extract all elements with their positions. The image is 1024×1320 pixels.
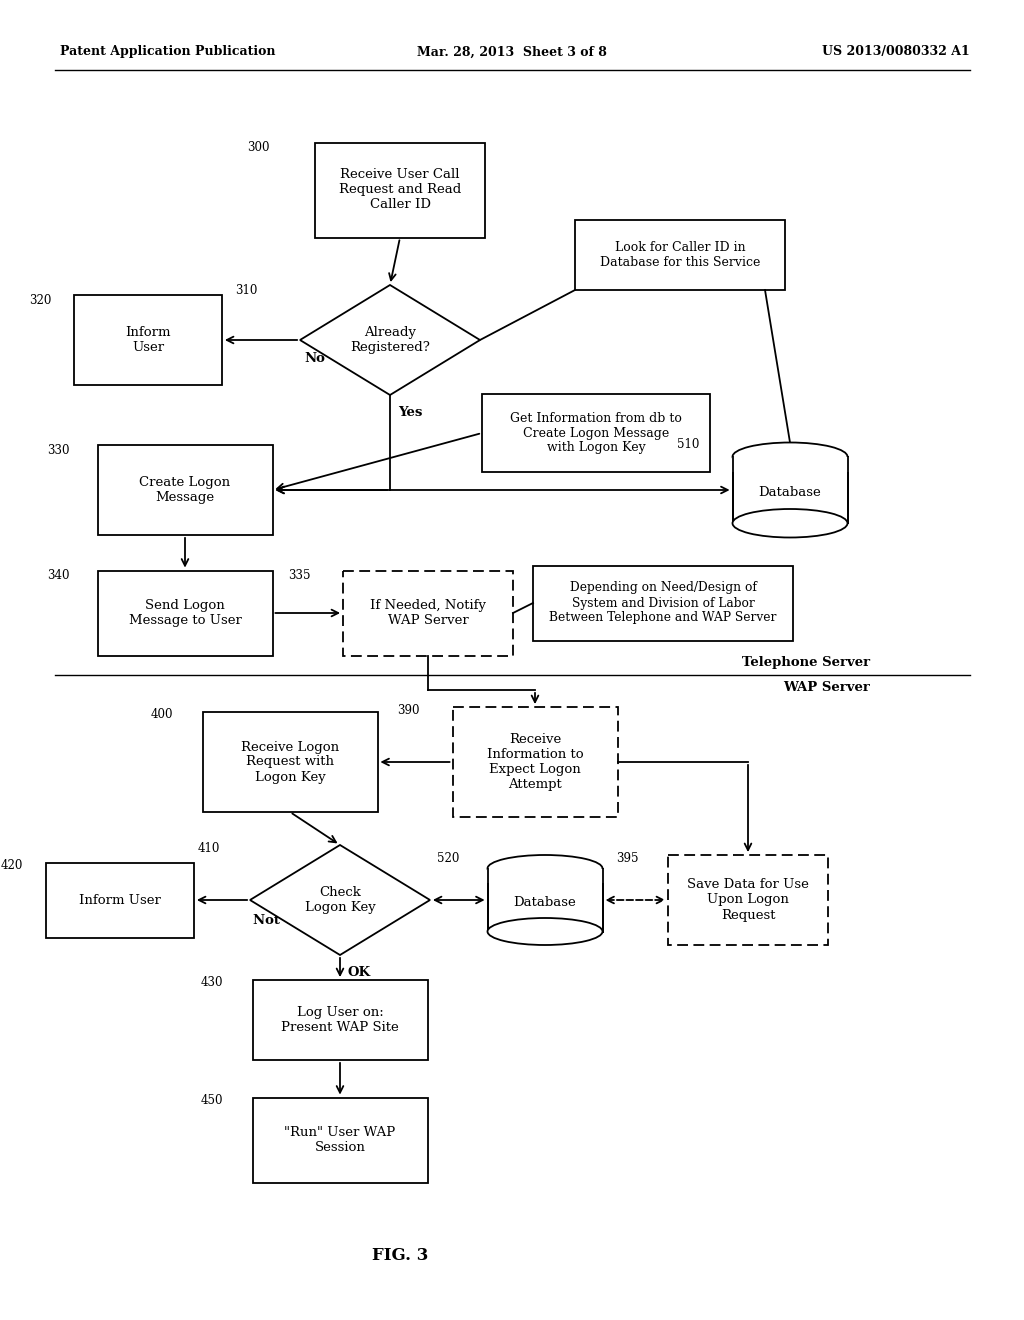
Text: Inform
User: Inform User (125, 326, 171, 354)
Text: 510: 510 (678, 438, 699, 451)
Text: If Needed, Notify
WAP Server: If Needed, Notify WAP Server (370, 599, 486, 627)
Text: Look for Caller ID in
Database for this Service: Look for Caller ID in Database for this … (600, 242, 760, 269)
Ellipse shape (487, 855, 602, 882)
Text: 450: 450 (201, 1094, 223, 1107)
Text: Receive
Information to
Expect Logon
Attempt: Receive Information to Expect Logon Atte… (486, 733, 584, 791)
Text: 420: 420 (1, 859, 24, 873)
Text: 310: 310 (234, 284, 257, 297)
Bar (74, 294, 222, 385)
Bar (486, 869, 603, 883)
Text: 410: 410 (198, 842, 220, 854)
Text: Get Information from db to
Create Logon Message
with Logon Key: Get Information from db to Create Logon … (510, 412, 682, 454)
Text: US 2013/0080332 A1: US 2013/0080332 A1 (822, 45, 970, 58)
Text: Receive User Call
Request and Read
Caller ID: Receive User Call Request and Read Calle… (339, 169, 461, 211)
Bar (482, 393, 710, 473)
Text: Mar. 28, 2013  Sheet 3 of 8: Mar. 28, 2013 Sheet 3 of 8 (417, 45, 607, 58)
Text: Check
Logon Key: Check Logon Key (304, 886, 376, 913)
Text: Database: Database (759, 486, 821, 499)
Bar (46, 862, 194, 937)
Text: Telephone Server: Telephone Server (741, 656, 870, 669)
Ellipse shape (487, 917, 602, 945)
Text: WAP Server: WAP Server (783, 681, 870, 694)
Text: 390: 390 (397, 704, 420, 717)
Text: 520: 520 (437, 851, 460, 865)
Bar (534, 565, 793, 640)
Text: Already
Registered?: Already Registered? (350, 326, 430, 354)
Text: Not OK: Not OK (253, 913, 307, 927)
Text: "Run" User WAP
Session: "Run" User WAP Session (285, 1126, 395, 1154)
Text: No: No (304, 351, 325, 364)
Bar (453, 708, 617, 817)
Ellipse shape (732, 510, 848, 537)
Bar (732, 457, 848, 523)
Ellipse shape (732, 442, 848, 471)
Text: 330: 330 (47, 444, 70, 457)
Text: Depending on Need/Design of
System and Division of Labor
Between Telephone and W: Depending on Need/Design of System and D… (549, 582, 776, 624)
Text: 430: 430 (201, 977, 223, 990)
Bar (315, 143, 485, 238)
Text: Receive Logon
Request with
Logon Key: Receive Logon Request with Logon Key (241, 741, 339, 784)
Bar (253, 1097, 427, 1183)
Bar (731, 457, 849, 473)
Bar (343, 570, 513, 656)
Bar (97, 445, 272, 535)
Text: FIG. 3: FIG. 3 (372, 1246, 428, 1263)
Bar (97, 570, 272, 656)
Text: 335: 335 (288, 569, 310, 582)
Text: 300: 300 (247, 141, 269, 154)
Text: 400: 400 (151, 709, 173, 722)
Bar (253, 979, 427, 1060)
Text: Database: Database (514, 896, 577, 909)
Text: Patent Application Publication: Patent Application Publication (60, 45, 275, 58)
Polygon shape (300, 285, 480, 395)
Bar (575, 220, 785, 290)
Text: 340: 340 (47, 569, 70, 582)
Text: OK: OK (348, 966, 371, 979)
Bar (487, 869, 602, 932)
Bar (203, 711, 378, 812)
Text: Yes: Yes (398, 407, 422, 420)
Text: Log User on:
Present WAP Site: Log User on: Present WAP Site (282, 1006, 399, 1034)
Text: Inform User: Inform User (79, 894, 161, 907)
Polygon shape (250, 845, 430, 954)
Text: Create Logon
Message: Create Logon Message (139, 477, 230, 504)
Text: 320: 320 (29, 293, 51, 306)
Text: 395: 395 (616, 851, 639, 865)
Text: Save Data for Use
Upon Logon
Request: Save Data for Use Upon Logon Request (687, 879, 809, 921)
Bar (668, 855, 828, 945)
Text: Send Logon
Message to User: Send Logon Message to User (129, 599, 242, 627)
